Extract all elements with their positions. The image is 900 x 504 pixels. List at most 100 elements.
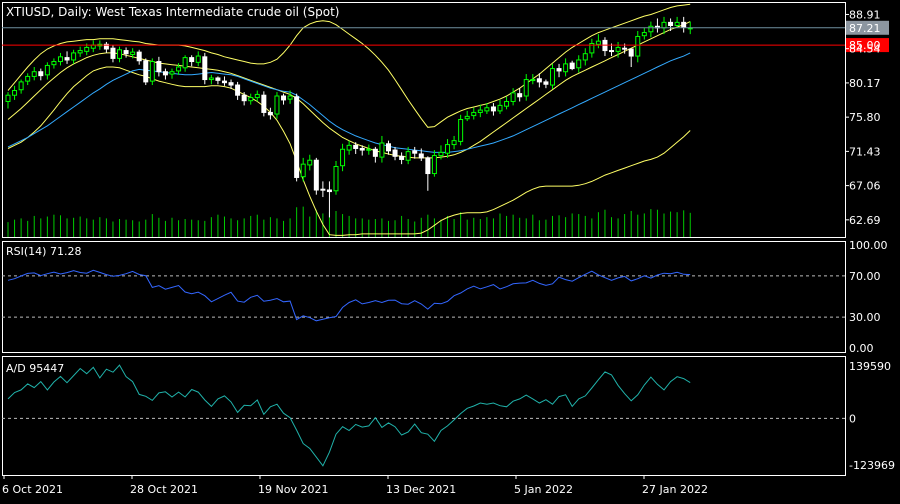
- candle: [44, 62, 50, 80]
- candle: [38, 68, 44, 81]
- candle: [18, 79, 24, 94]
- candle-body-up: [648, 25, 654, 33]
- candle-body-down: [313, 159, 319, 191]
- candle-body-up: [438, 151, 444, 157]
- ad-tick-label: -123969: [849, 459, 895, 472]
- candle: [595, 34, 601, 49]
- candle-body-down: [622, 47, 628, 50]
- candle: [589, 38, 595, 58]
- ad-title: A/D 95447: [6, 362, 64, 375]
- candle-body-up: [431, 155, 437, 175]
- panel-frame-rsi: [2, 241, 846, 353]
- candle: [445, 139, 451, 158]
- candle-body-up: [117, 49, 123, 59]
- panel-frame-ad: [2, 356, 846, 476]
- candle-body-up: [51, 61, 57, 66]
- candle-body-up: [366, 148, 372, 151]
- candle: [517, 88, 523, 102]
- candle-body-up: [477, 109, 483, 113]
- candle-body-down: [353, 144, 359, 149]
- candle: [103, 41, 109, 53]
- candle: [294, 93, 300, 182]
- candle-body-up: [595, 40, 601, 45]
- candle-body-down: [372, 148, 378, 157]
- candle-body-up: [523, 79, 529, 97]
- candle: [64, 51, 70, 64]
- candle: [392, 146, 398, 161]
- y-tick-label: 62.69: [849, 214, 881, 227]
- candle: [195, 51, 201, 67]
- x-tick-label: 13 Dec 2021: [386, 483, 456, 496]
- x-tick-label: 28 Oct 2021: [130, 483, 198, 496]
- candle: [438, 145, 444, 160]
- candle: [25, 73, 31, 86]
- candle-body-up: [464, 115, 470, 120]
- candle: [418, 148, 424, 162]
- candle: [162, 68, 168, 80]
- candle: [576, 55, 582, 73]
- candle: [602, 37, 608, 57]
- candle: [90, 40, 96, 53]
- volume-bars: [7, 206, 691, 237]
- candle-body-up: [530, 79, 536, 82]
- candle: [510, 88, 516, 106]
- candle: [543, 79, 549, 89]
- candle-body-up: [504, 100, 510, 107]
- candle: [202, 52, 208, 85]
- candle: [549, 63, 555, 89]
- candle: [320, 181, 326, 198]
- candle: [668, 18, 674, 31]
- candle-body-down: [385, 143, 391, 152]
- candle: [182, 55, 188, 72]
- candle: [189, 55, 195, 67]
- candle: [51, 58, 57, 69]
- candle: [366, 144, 372, 155]
- candle-body-down: [215, 77, 221, 81]
- candle: [654, 18, 660, 33]
- candle-body-up: [497, 104, 503, 112]
- candle: [536, 73, 542, 88]
- candle: [477, 104, 483, 118]
- candle: [648, 21, 654, 38]
- candle-body-down: [228, 82, 234, 86]
- candle: [523, 74, 529, 101]
- candle-body-down: [64, 57, 70, 61]
- candle-body-up: [576, 59, 582, 69]
- rsi-tick-label: 0.00: [849, 342, 874, 355]
- candle: [458, 114, 464, 146]
- y-tick-label: 71.43: [849, 145, 881, 158]
- candle-body-up: [84, 46, 90, 52]
- candle: [346, 140, 352, 155]
- candle-body-down: [668, 21, 674, 26]
- rsi-tick-label: 30.00: [849, 311, 881, 324]
- y-tick-label: 84.54: [849, 43, 881, 56]
- candle: [136, 49, 142, 65]
- candle: [405, 146, 411, 165]
- candle: [674, 16, 680, 28]
- candle-body-down: [123, 50, 129, 55]
- candle-body-down: [536, 78, 542, 83]
- candle-body-up: [71, 52, 77, 61]
- candle: [228, 79, 234, 89]
- candle-body-up: [300, 163, 306, 178]
- candle: [609, 43, 615, 57]
- candle-body-down: [399, 155, 405, 160]
- candle-body-up: [274, 95, 280, 115]
- candle: [241, 92, 247, 106]
- candle: [556, 63, 562, 78]
- candle-body-up: [379, 142, 385, 158]
- candle: [333, 161, 339, 195]
- candle: [156, 56, 162, 77]
- candle-body-up: [149, 61, 155, 82]
- candle-body-down: [241, 94, 247, 102]
- candle: [71, 49, 77, 64]
- candle-body-down: [359, 147, 365, 151]
- x-tick-label: 5 Jan 2022: [514, 483, 573, 496]
- candle: [287, 90, 293, 104]
- candle-body-up: [307, 159, 313, 166]
- chart-title: XTIUSD, Daily: West Texas Intermediate c…: [6, 5, 339, 19]
- candle-body-up: [615, 46, 621, 52]
- x-tick-label: 6 Oct 2021: [2, 483, 63, 496]
- candle: [431, 150, 437, 177]
